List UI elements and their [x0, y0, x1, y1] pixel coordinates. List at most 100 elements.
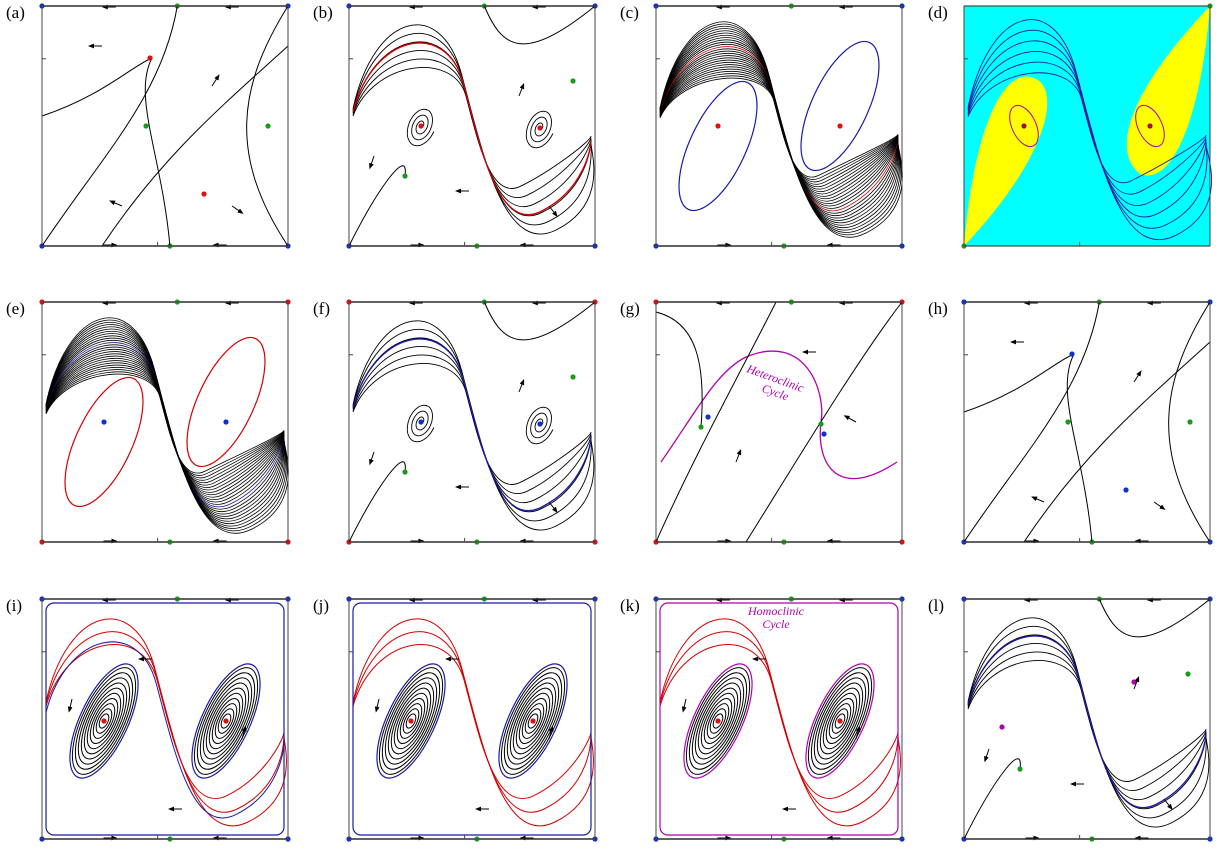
trajectory: [352, 346, 592, 503]
direction-arrow: [855, 725, 861, 740]
center-point: [715, 718, 721, 724]
phase-portrait-panel: (i): [6, 596, 291, 842]
equilibrium-point: [223, 419, 229, 425]
center-point: [530, 718, 536, 724]
closed-orbit: [819, 687, 861, 755]
direction-arrow: [374, 698, 380, 713]
closed-orbit: [399, 703, 423, 739]
focus-point: [537, 421, 543, 427]
center-point: [101, 718, 107, 724]
phase-portrait-panel: (b): [313, 3, 598, 249]
equilibrium-point: [1021, 123, 1027, 129]
separatrix: [1168, 301, 1211, 543]
separatrix: [655, 301, 777, 543]
separatrix: [483, 5, 596, 45]
center-point: [223, 718, 229, 724]
closed-orbit: [816, 682, 864, 760]
trajectory: [352, 363, 592, 485]
direction-arrow: [681, 698, 687, 713]
spiral-trajectory: [525, 110, 554, 149]
outer-orbit: [805, 663, 875, 779]
equilibrium-point: [705, 414, 711, 420]
trajectory: [967, 643, 1207, 800]
saddle-point: [1187, 419, 1193, 425]
panel-frame: [348, 598, 596, 840]
closed-orbit: [518, 697, 548, 745]
closed-orbit: [700, 692, 736, 750]
limit-cycle: [800, 40, 880, 172]
trajectory: [967, 626, 1207, 819]
panel-label: (a): [6, 3, 25, 22]
panel-label: (c): [620, 3, 639, 22]
trajectory: [659, 30, 900, 228]
panel-label: (g): [620, 299, 640, 318]
direction-arrow: [1031, 496, 1045, 503]
annotation-text: Cycle: [762, 617, 790, 631]
panel-frame: [348, 5, 596, 247]
closed-orbit: [98, 713, 110, 729]
trajectory: [45, 317, 289, 534]
closed-orbit: [521, 703, 545, 739]
phase-portrait-panel: (d): [928, 3, 1213, 249]
closed-orbit: [697, 687, 739, 755]
outer-orbit: [498, 663, 568, 779]
closed-orbit: [828, 703, 852, 739]
separatrix: [352, 338, 592, 512]
panel-frame: [41, 301, 289, 543]
closed-orbit: [74, 672, 134, 770]
trajectory: [352, 618, 594, 827]
basin-region-yellow: [1126, 6, 1210, 176]
panel-label: (l): [928, 596, 944, 615]
direction-arrow: [1163, 798, 1173, 810]
closed-orbit: [515, 692, 551, 750]
equilibrium-point: [999, 724, 1005, 730]
closed-orbit: [71, 667, 137, 775]
trajectory: [967, 660, 1207, 782]
separatrix: [352, 42, 592, 216]
closed-orbit: [86, 692, 122, 750]
trajectory: [967, 651, 1207, 791]
panel-frame: [655, 5, 903, 247]
direction-arrow: [843, 415, 857, 423]
panel-frame: [41, 5, 289, 247]
boundary-orbit: [45, 602, 285, 836]
closed-orbit: [712, 713, 724, 729]
closed-orbit: [214, 703, 238, 739]
saddle-point: [818, 421, 824, 427]
outer-orbit: [683, 663, 753, 779]
closed-orbit: [378, 667, 444, 775]
panel-frame: [348, 301, 596, 543]
separatrix: [963, 301, 1100, 543]
spiral-trajectory: [525, 406, 554, 445]
closed-orbit: [80, 682, 128, 760]
saddle-point: [143, 123, 149, 129]
closed-orbit: [822, 692, 858, 750]
direction-arrow: [67, 698, 73, 713]
basin-region-yellow: [964, 76, 1048, 246]
heteroclinic-orbit: [660, 350, 898, 480]
closed-orbit: [205, 687, 247, 755]
direction-arrow: [1133, 675, 1140, 690]
equilibrium-point: [715, 123, 721, 129]
trajectory: [352, 50, 592, 207]
direction-arrow: [369, 155, 375, 170]
separatrix: [963, 353, 1075, 413]
direction-arrow: [211, 74, 220, 87]
direction-arrow: [548, 501, 558, 513]
separatrix: [144, 57, 171, 247]
closed-orbit: [709, 708, 727, 734]
trajectory: [967, 72, 1207, 184]
closed-orbit: [706, 703, 730, 739]
limit-cycle: [678, 80, 758, 212]
direction-arrow: [109, 200, 123, 207]
trajectory: [45, 319, 288, 532]
trajectory: [45, 618, 287, 827]
panel-label: (b): [313, 3, 333, 22]
trajectory: [352, 329, 592, 522]
phase-portrait-panel: (a): [6, 3, 291, 249]
direction-arrow: [518, 82, 525, 97]
spiral-trajectory: [406, 108, 435, 147]
limit-cycle: [64, 376, 144, 508]
equilibrium-point: [837, 123, 843, 129]
